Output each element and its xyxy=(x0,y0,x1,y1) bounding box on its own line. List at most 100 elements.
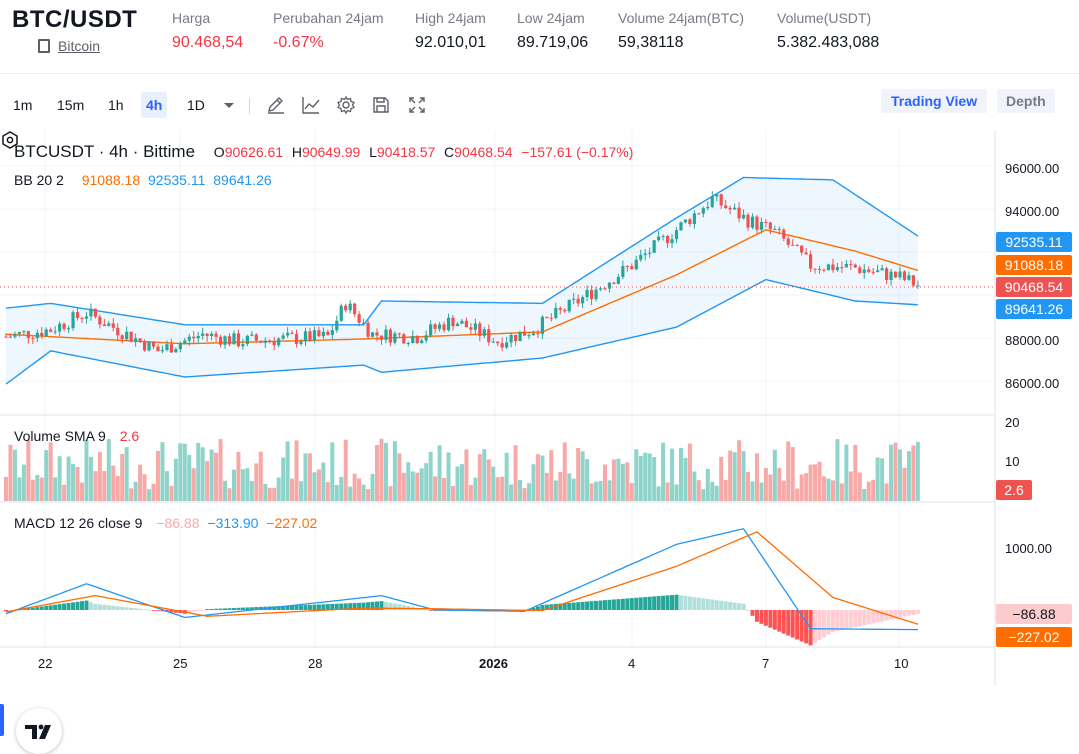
candle xyxy=(312,326,317,344)
draw-pen-icon[interactable] xyxy=(265,94,287,116)
macd-histogram-bar xyxy=(151,610,156,611)
volume-bar xyxy=(866,481,871,501)
macd-histogram-bar xyxy=(911,610,916,615)
candle xyxy=(657,230,661,242)
hexagon-settings-icon[interactable] xyxy=(0,130,20,150)
candle xyxy=(290,330,294,335)
volume-bar xyxy=(580,451,585,501)
macd-histogram-bar xyxy=(741,603,746,610)
candle-body xyxy=(572,298,576,300)
left-scroll-marker[interactable] xyxy=(0,704,4,736)
candle-body xyxy=(151,341,156,347)
volume-bar xyxy=(415,472,420,501)
volume-bar xyxy=(388,486,393,501)
volume-bar xyxy=(84,440,89,501)
candle-body xyxy=(884,268,889,280)
chevron-down-icon[interactable] xyxy=(218,94,240,116)
candle xyxy=(782,228,786,242)
candle xyxy=(98,314,102,329)
candle xyxy=(375,328,379,342)
candle xyxy=(299,339,303,346)
chart-area[interactable]: 96000.00 94000.00 88000.00 86000.00 20 1… xyxy=(0,130,1079,754)
candle-body xyxy=(531,333,536,336)
volume-bar xyxy=(370,473,375,501)
coin-link[interactable]: Bitcoin xyxy=(38,38,100,54)
macd-histogram-bar xyxy=(205,609,210,610)
macd-histogram-bar xyxy=(227,608,232,610)
timeframe-1d[interactable]: 1D xyxy=(187,97,205,113)
depth-tab[interactable]: Depth xyxy=(997,89,1055,113)
volume-bar xyxy=(53,477,58,501)
macd-histogram-bar xyxy=(880,610,885,622)
candle xyxy=(576,294,580,307)
fullscreen-icon[interactable] xyxy=(406,94,428,116)
macd-histogram-bar xyxy=(862,610,867,626)
macd-histogram-bar xyxy=(66,602,71,610)
candle xyxy=(353,302,357,318)
volume-bar xyxy=(4,476,8,501)
candle xyxy=(321,327,325,340)
candle xyxy=(786,236,790,248)
macd-histogram-bar xyxy=(710,599,715,610)
indicator-icon[interactable] xyxy=(300,94,322,116)
tradingview-logo[interactable] xyxy=(16,708,62,754)
volume-bar xyxy=(71,464,76,501)
volume-bar xyxy=(258,451,263,501)
gear-icon[interactable] xyxy=(335,94,357,116)
candle xyxy=(902,270,907,282)
macd-histogram-bar xyxy=(732,602,737,610)
timeframe-15m[interactable]: 15m xyxy=(57,97,85,113)
macd-histogram-bar xyxy=(401,605,406,610)
candle xyxy=(612,281,616,285)
candle-body xyxy=(232,333,236,345)
candle-body xyxy=(40,332,44,337)
candle-body xyxy=(911,275,916,286)
candle-body xyxy=(746,214,750,228)
candle xyxy=(880,264,884,271)
candle-body xyxy=(138,338,142,342)
timeframe-4h[interactable]: 4h xyxy=(141,92,168,118)
volume-bar xyxy=(844,444,849,501)
candle-body xyxy=(196,335,200,339)
macd-histogram-bar xyxy=(84,600,89,610)
candle xyxy=(326,329,330,336)
stat-high: High 24jam 92.010,01 xyxy=(415,10,486,52)
trading-view-tab[interactable]: Trading View xyxy=(881,89,988,113)
candle-body xyxy=(576,298,580,304)
candle-body xyxy=(160,349,165,352)
chart-canvas[interactable]: 96000.00 94000.00 88000.00 86000.00 20 1… xyxy=(0,130,1079,686)
macd-histogram-bar xyxy=(93,603,98,610)
volume-bar xyxy=(325,482,330,501)
macd-histogram-bar xyxy=(898,610,902,618)
timeframe-1h[interactable]: 1h xyxy=(108,97,124,113)
macd-histogram-bar xyxy=(562,603,567,610)
volume-bar xyxy=(21,464,26,501)
candle xyxy=(460,318,464,324)
bb-legend: BB 20 2 91088.18 92535.11 89641.26 xyxy=(14,172,276,188)
macd-histogram-bar xyxy=(388,602,393,610)
candle-body xyxy=(388,329,393,343)
volume-bar xyxy=(66,456,71,501)
candle-body xyxy=(540,316,544,334)
candle xyxy=(621,260,625,280)
macd-histogram-bar xyxy=(53,604,58,610)
macd-histogram-bar xyxy=(397,604,402,610)
macd-histogram-bar xyxy=(30,607,35,610)
save-icon[interactable] xyxy=(370,94,392,116)
volume-bar xyxy=(214,452,219,501)
candle-body xyxy=(558,308,562,310)
macd-signal-line xyxy=(5,531,919,625)
macd-histogram-bar xyxy=(8,610,13,611)
timeframe-1m[interactable]: 1m xyxy=(13,97,33,113)
volume-bar xyxy=(459,464,464,501)
candle xyxy=(420,338,424,344)
volume-bar xyxy=(129,488,134,501)
candle xyxy=(259,340,263,344)
macd-signal-price-tag: −227.02 xyxy=(996,627,1072,647)
stat-label: Perubahan 24jam xyxy=(273,10,384,26)
macd-histogram-bar xyxy=(594,600,599,610)
close-value: 90468.54 xyxy=(454,144,513,160)
volume-bar xyxy=(155,450,160,501)
candle-body xyxy=(245,335,249,345)
candle xyxy=(795,244,799,247)
